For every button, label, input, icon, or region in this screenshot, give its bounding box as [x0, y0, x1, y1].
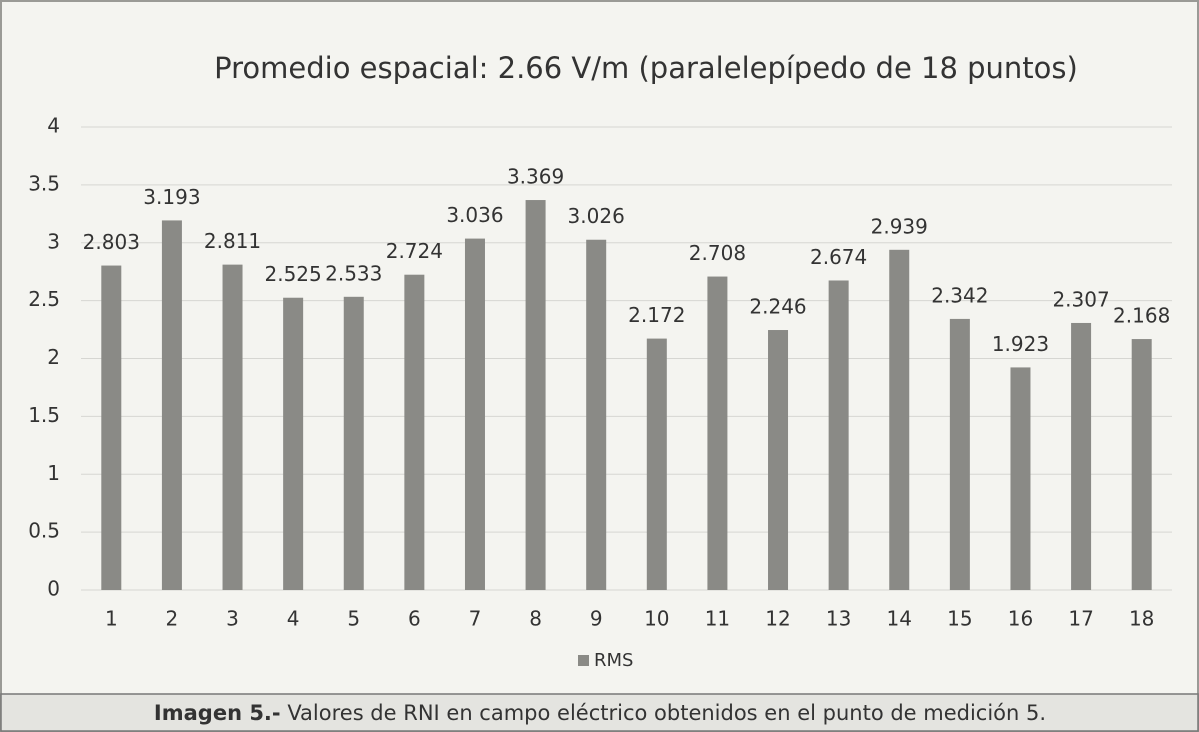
x-tick-label: 18: [1129, 607, 1154, 631]
bar: [161, 220, 182, 590]
bar: [101, 265, 122, 590]
data-label: 2.533: [325, 261, 382, 285]
bar: [283, 297, 304, 590]
x-tick-label: 1: [105, 607, 118, 631]
data-label: 2.811: [204, 229, 261, 253]
x-tick-label: 10: [644, 607, 669, 631]
x-tick-label: 12: [765, 607, 790, 631]
y-tick-label: 2.5: [28, 287, 60, 311]
bar: [889, 249, 910, 591]
y-tick-label: 2: [47, 345, 60, 369]
y-tick-label: 3.5: [28, 171, 60, 195]
y-tick-label: 4: [47, 114, 60, 138]
caption: Imagen 5.- Valores de RNI en campo eléct…: [154, 701, 1046, 725]
bar: [343, 296, 364, 590]
x-tick-label: 8: [529, 607, 542, 631]
bar: [1010, 367, 1031, 590]
chart-title: Promedio espacial: 2.66 V/m (paralelepíp…: [214, 51, 1078, 85]
caption-band: [0, 693, 1199, 732]
bar: [828, 280, 849, 590]
data-label: 2.168: [1113, 304, 1170, 328]
y-tick-label: 1: [47, 461, 60, 485]
x-tick-label: 17: [1068, 607, 1093, 631]
data-label: 2.172: [628, 303, 685, 327]
x-tick-label: 16: [1008, 607, 1033, 631]
data-label: 3.036: [446, 203, 503, 227]
x-tick-label: 4: [287, 607, 300, 631]
bar: [949, 318, 970, 590]
data-label: 2.342: [931, 283, 988, 307]
data-label: 2.307: [1052, 287, 1109, 311]
bar: [222, 264, 243, 590]
bar: [707, 276, 728, 590]
x-tick-label: 15: [947, 607, 972, 631]
data-label: 2.803: [83, 230, 140, 254]
y-tick-label: 0: [47, 577, 60, 601]
bar: [768, 330, 789, 590]
data-label: 2.939: [871, 214, 928, 238]
data-label: 2.246: [749, 295, 806, 319]
x-tick-label: 14: [887, 607, 912, 631]
bar: [464, 238, 485, 590]
bar: [525, 200, 546, 590]
y-tick-label: 3: [47, 229, 60, 253]
data-label: 1.923: [992, 332, 1049, 356]
bar: [586, 239, 607, 591]
x-tick-label: 11: [705, 607, 730, 631]
x-tick-label: 5: [347, 607, 360, 631]
data-label: 2.674: [810, 245, 867, 269]
caption-text: Valores de RNI en campo eléctrico obteni…: [281, 701, 1046, 725]
bar: [646, 338, 667, 590]
y-tick-label: 1.5: [28, 403, 60, 427]
x-tick-label: 13: [826, 607, 851, 631]
x-tick-label: 2: [166, 607, 179, 631]
x-tick-label: 6: [408, 607, 421, 631]
data-label: 2.525: [265, 262, 322, 286]
data-label: 3.369: [507, 165, 564, 189]
y-tick-label: 0.5: [28, 519, 60, 543]
x-tick-label: 7: [469, 607, 482, 631]
data-label: 2.724: [386, 239, 443, 263]
bar: [1131, 339, 1152, 590]
data-label: 2.708: [689, 241, 746, 265]
bar: [1071, 322, 1092, 590]
bar: [404, 274, 425, 590]
legend-label: RMS: [594, 650, 633, 671]
x-tick-label: 3: [226, 607, 239, 631]
data-label: 3.026: [568, 204, 625, 228]
data-label: 3.193: [143, 185, 200, 209]
caption-label: Imagen 5.-: [154, 701, 281, 725]
x-tick-label: 9: [590, 607, 603, 631]
legend-swatch: [578, 655, 589, 666]
